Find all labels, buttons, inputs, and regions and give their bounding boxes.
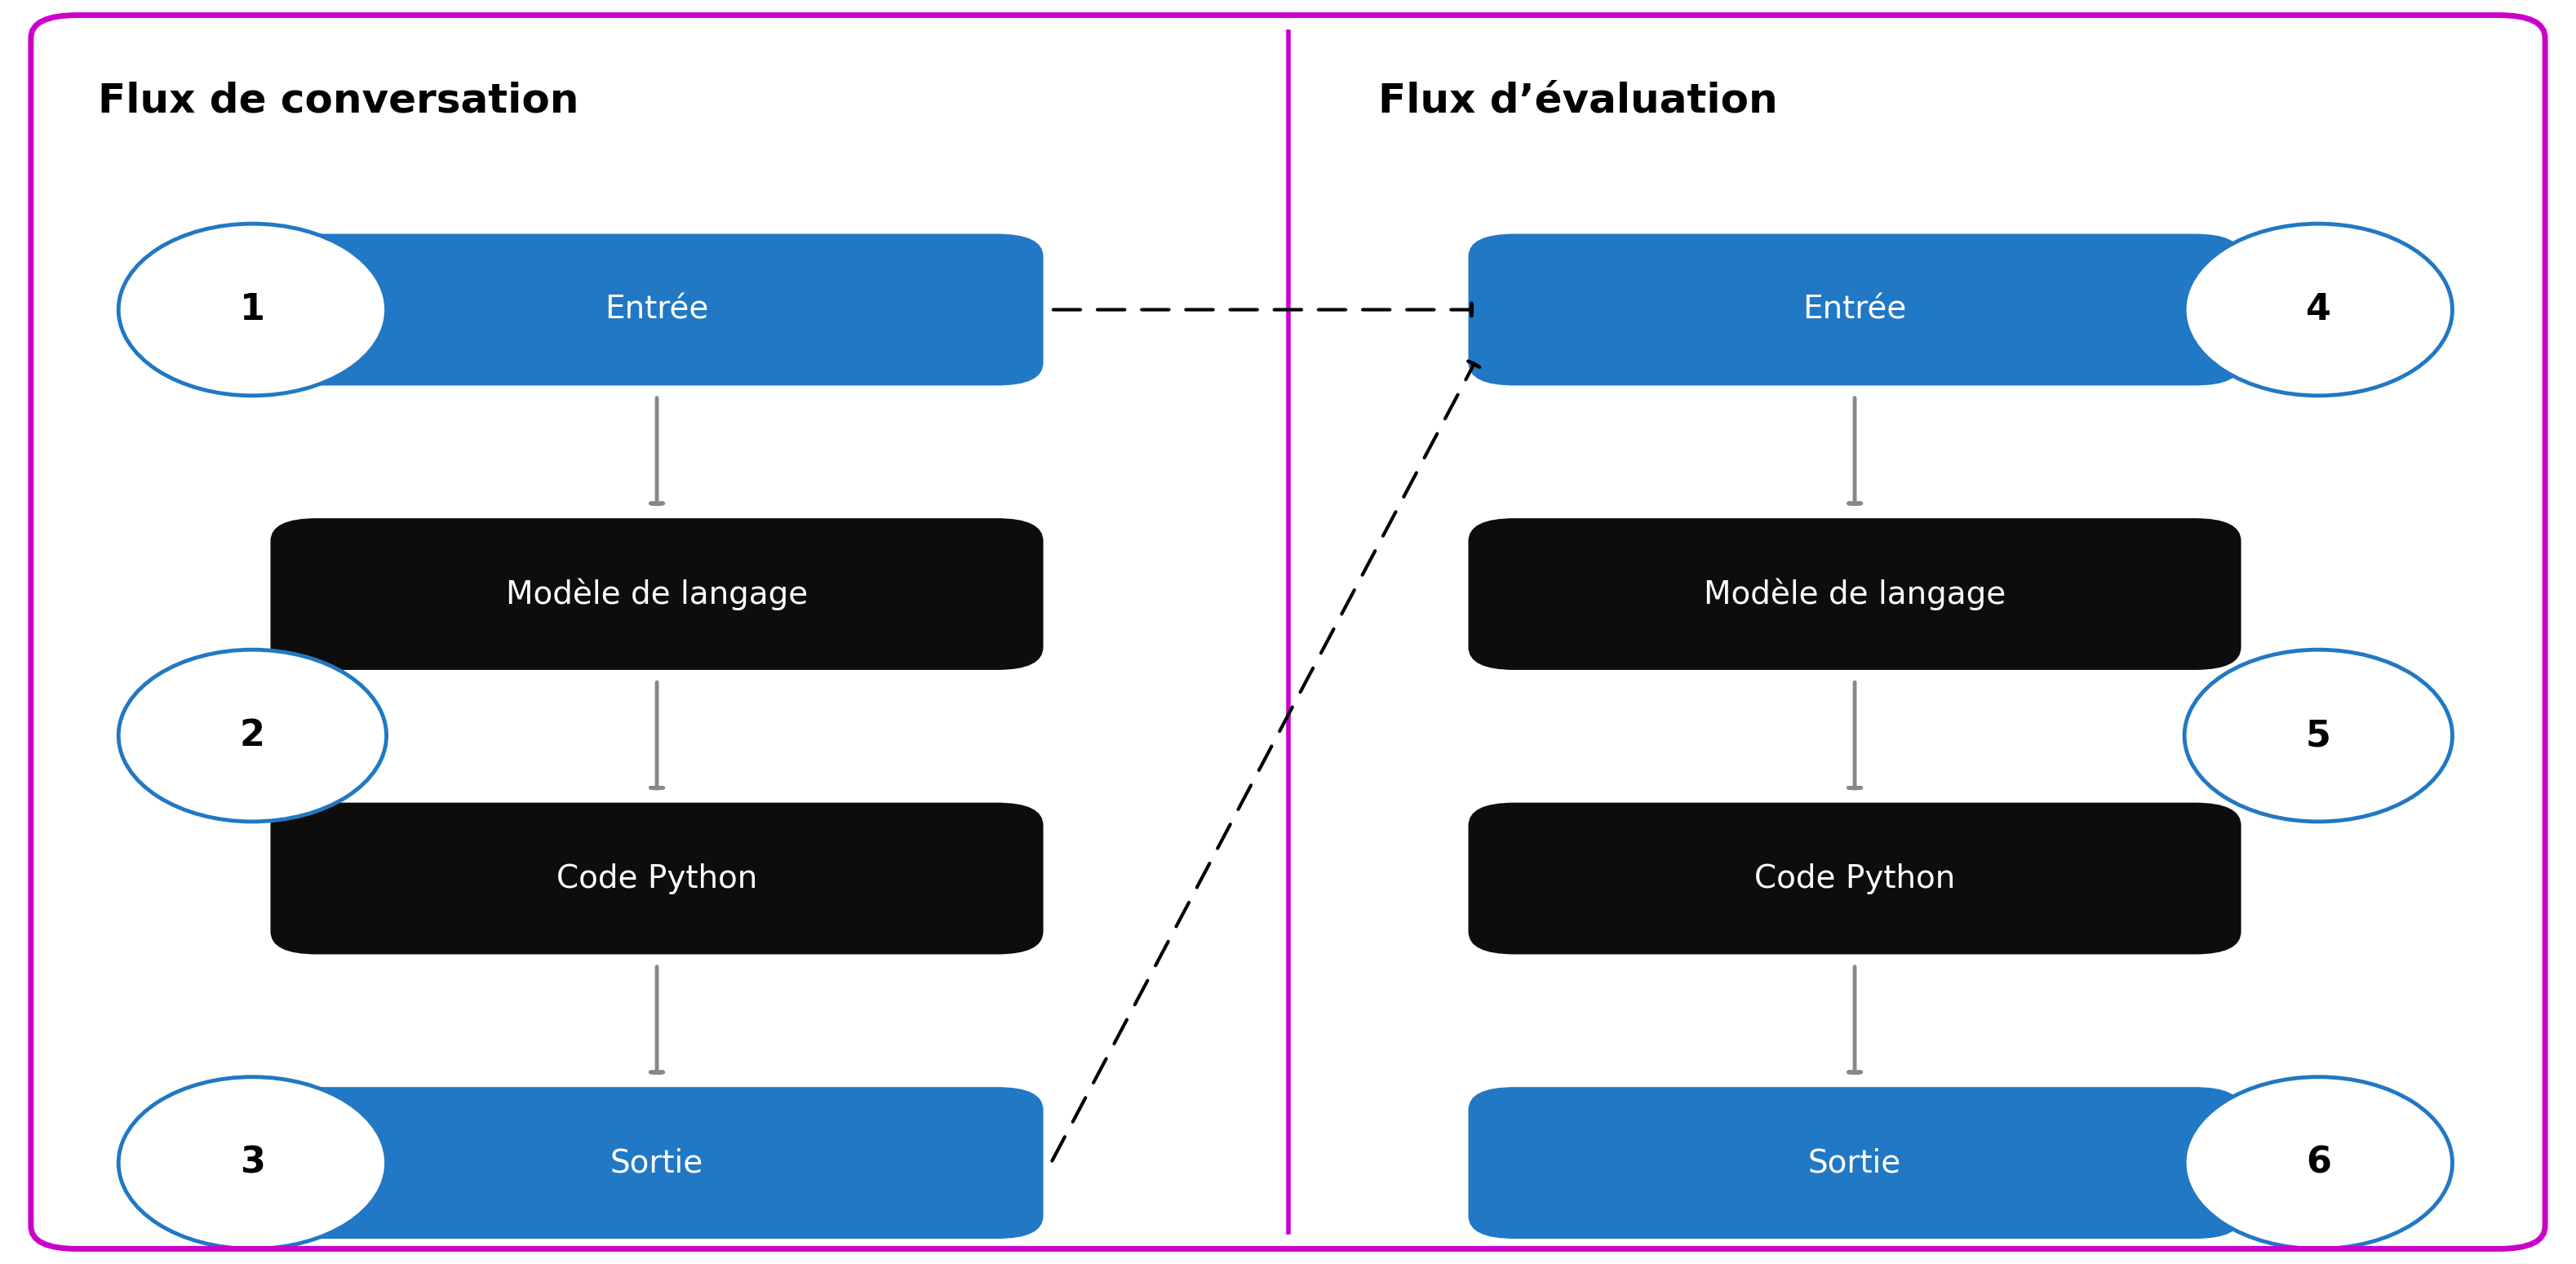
Text: 2: 2 [240,718,265,753]
Text: 6: 6 [2306,1145,2331,1181]
FancyBboxPatch shape [270,518,1043,670]
Ellipse shape [2184,1077,2452,1249]
Text: 1: 1 [240,292,265,327]
Text: Sortie: Sortie [611,1148,703,1178]
Text: 5: 5 [2306,718,2331,753]
Ellipse shape [118,224,386,396]
FancyBboxPatch shape [270,1087,1043,1239]
FancyBboxPatch shape [1468,234,2241,386]
Text: Modèle de langage: Modèle de langage [505,578,809,611]
Ellipse shape [2184,650,2452,822]
FancyBboxPatch shape [1468,518,2241,670]
Text: Sortie: Sortie [1808,1148,1901,1178]
Ellipse shape [2184,224,2452,396]
FancyBboxPatch shape [270,803,1043,954]
FancyBboxPatch shape [270,234,1043,386]
Text: Flux de conversation: Flux de conversation [98,82,580,120]
Text: Code Python: Code Python [1754,863,1955,894]
FancyBboxPatch shape [1468,1087,2241,1239]
Text: Modèle de langage: Modèle de langage [1703,578,2007,611]
Text: Entrée: Entrée [605,295,708,325]
Text: 3: 3 [240,1145,265,1181]
FancyBboxPatch shape [1468,803,2241,954]
Text: Flux d’évaluation: Flux d’évaluation [1378,82,1777,120]
Ellipse shape [118,650,386,822]
Text: 4: 4 [2306,292,2331,327]
Text: Entrée: Entrée [1803,295,1906,325]
Text: Code Python: Code Python [556,863,757,894]
Ellipse shape [118,1077,386,1249]
